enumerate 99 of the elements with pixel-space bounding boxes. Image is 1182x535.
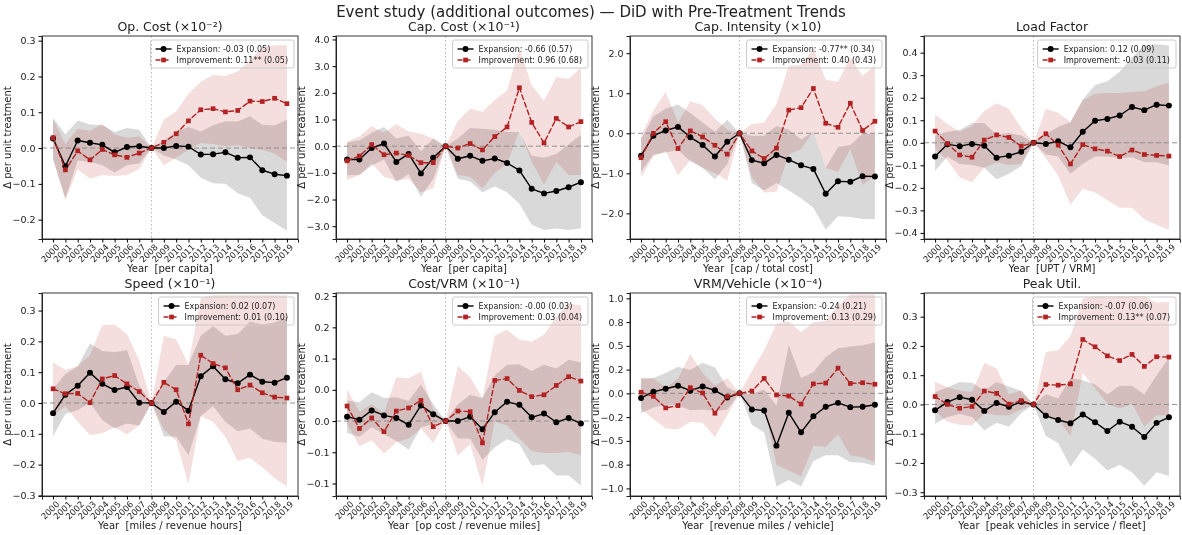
y-axis-title: Δ per unit treatment bbox=[296, 343, 307, 446]
y-tick-label: 0.2 bbox=[608, 364, 624, 376]
x-axis-title: Year [op cost / revenue miles] bbox=[386, 520, 541, 531]
y-tick-label: −0.8 bbox=[600, 459, 624, 471]
y-tick-label: 0.3 bbox=[20, 305, 36, 317]
chart-title: Op. Cost (×10⁻²) bbox=[117, 19, 223, 34]
y-tick-label: −0.3 bbox=[894, 486, 918, 498]
y-tick-label: 0.0 bbox=[608, 387, 624, 399]
y-tick-label: −0.2 bbox=[894, 457, 918, 469]
y-tick-label: −2.0 bbox=[306, 194, 330, 206]
y-tick-label: −0.1 bbox=[12, 178, 36, 190]
x-axis-title: Year [UPT / VRM] bbox=[1007, 263, 1096, 274]
y-tick-label: 0.3 bbox=[902, 311, 918, 323]
legend-label: Expansion: -0.07 (0.06) bbox=[1058, 301, 1153, 311]
legend-label: Improvement: 0.11** (0.05) bbox=[176, 55, 288, 65]
legend-label: Improvement: 0.13** (0.07) bbox=[1058, 312, 1170, 322]
y-tick-label: −0.2 bbox=[600, 411, 624, 423]
y-tick-label: 0.5 bbox=[608, 340, 624, 352]
y-axis-title: Δ per unit treatment bbox=[2, 343, 13, 446]
legend-label: Improvement: -0.03 (0.11) bbox=[1063, 55, 1170, 65]
y-tick-label: −1.0 bbox=[600, 167, 624, 179]
legend-label: Expansion: -0.77** (0.34) bbox=[772, 44, 875, 54]
y-axis-title: Δ per unit treatment bbox=[590, 343, 601, 446]
legend-label: Expansion: 0.12 (0.09) bbox=[1063, 44, 1155, 54]
y-axis-title: Δ per unit treatment bbox=[590, 86, 601, 189]
legend-label: Expansion: 0.02 (0.07) bbox=[184, 301, 276, 311]
legend-label: Expansion: -0.03 (0.05) bbox=[176, 44, 271, 54]
y-tick-label: −0.1 bbox=[894, 159, 918, 171]
legend-label: Improvement: 0.13 (0.29) bbox=[772, 312, 876, 322]
y-tick-label: −0.3 bbox=[894, 204, 918, 216]
y-tick-label: 0.2 bbox=[902, 92, 918, 104]
y-tick-label: −2.0 bbox=[600, 207, 624, 219]
y-tick-label: 0.3 bbox=[902, 69, 918, 81]
chart-title: Cap. Intensity (×10) bbox=[694, 19, 822, 34]
y-axis-title: Δ per unit treatment bbox=[884, 343, 895, 446]
y-tick-label: 2.0 bbox=[608, 47, 624, 59]
y-tick-label: 0.1 bbox=[20, 366, 36, 378]
y-tick-label: 3.0 bbox=[314, 60, 330, 72]
y-tick-label: 0.0 bbox=[902, 137, 918, 149]
y-tick-label: 0.2 bbox=[20, 71, 36, 82]
y-tick-label: −1.0 bbox=[306, 167, 330, 179]
y-tick-label: 4.0 bbox=[314, 34, 330, 46]
y-tick-label: 0.0 bbox=[608, 127, 624, 139]
y-tick-label: 1.0 bbox=[608, 292, 624, 304]
y-tick-label: −0.1 bbox=[306, 446, 330, 458]
y-tick-label: 0.0 bbox=[314, 140, 330, 152]
y-tick-label: −0.1 bbox=[894, 428, 918, 440]
y-tick-label: 0.1 bbox=[20, 106, 36, 118]
y-tick-label: 0.2 bbox=[314, 290, 330, 302]
y-tick-label: 0.2 bbox=[20, 335, 36, 347]
y-tick-label: 0.1 bbox=[314, 353, 330, 365]
y-tick-label: 0.1 bbox=[902, 114, 918, 126]
x-axis-title: Year [per capita] bbox=[126, 263, 214, 274]
legend-label: Improvement: 0.96 (0.68) bbox=[478, 55, 582, 65]
legend-label: Expansion: -0.00 (0.03) bbox=[478, 301, 573, 311]
y-tick-label: 0.4 bbox=[902, 47, 918, 59]
legend-label: Improvement: 0.01 (0.10) bbox=[184, 312, 288, 322]
y-tick-label: −0.5 bbox=[600, 435, 624, 447]
y-tick-label: −0.2 bbox=[894, 182, 918, 194]
x-axis-title: Year [miles / revenue hours] bbox=[97, 520, 243, 531]
x-axis-title: Year [per capita] bbox=[420, 263, 508, 274]
x-axis-title: Year [revenue miles / vehicle] bbox=[681, 520, 834, 531]
y-tick-label: 0.8 bbox=[608, 316, 624, 328]
legend-label: Improvement: 0.03 (0.04) bbox=[478, 312, 582, 322]
chart-title: VRM/Vehicle (×10⁻⁴) bbox=[693, 276, 823, 291]
y-tick-label: 0.3 bbox=[20, 35, 36, 47]
y-tick-label: 0.0 bbox=[20, 142, 36, 154]
chart-title: Cap. Cost (×10⁻¹) bbox=[408, 19, 520, 34]
y-tick-label: 0.1 bbox=[902, 369, 918, 381]
y-tick-label: 1.0 bbox=[314, 114, 330, 126]
y-tick-label: 0.0 bbox=[902, 398, 918, 410]
y-tick-label: −1.0 bbox=[600, 482, 624, 494]
y-axis-title: Δ per unit treatment bbox=[2, 86, 13, 189]
y-axis-title: Δ per unit treatment bbox=[296, 86, 307, 189]
y-tick-label: 0.2 bbox=[902, 340, 918, 352]
x-axis-title: Year [peak vehicles in service / fleet] bbox=[957, 520, 1146, 531]
y-tick-label: −0.2 bbox=[12, 459, 36, 471]
y-tick-label: 0.0 bbox=[20, 397, 36, 409]
y-tick-label: −0.4 bbox=[894, 227, 918, 239]
chart-title: Cost/VRM (×10⁻¹) bbox=[408, 276, 520, 291]
y-tick-label: 0.2 bbox=[314, 321, 330, 333]
y-tick-label: 2.0 bbox=[314, 87, 330, 99]
x-axis-title: Year [cap / total cost] bbox=[702, 263, 814, 274]
chart-title: Speed (×10⁻¹) bbox=[124, 276, 216, 291]
legend-label: Expansion: -0.66 (0.57) bbox=[478, 44, 573, 54]
legend-label: Expansion: -0.24 (0.21) bbox=[772, 301, 867, 311]
text: Event study (additional outcomes) — DiD with Pre-Treatment Trends bbox=[336, 3, 847, 21]
legend-label: Improvement: 0.40 (0.43) bbox=[772, 55, 876, 65]
y-tick-label: −3.0 bbox=[306, 220, 330, 232]
y-axis-title: Δ per unit treatment bbox=[884, 86, 895, 189]
y-tick-label: −0.2 bbox=[12, 214, 36, 226]
y-tick-label: 1.0 bbox=[608, 87, 624, 99]
y-tick-label: −0.3 bbox=[12, 489, 36, 501]
chart-title: Load Factor bbox=[1015, 19, 1089, 34]
y-tick-label: 0.0 bbox=[314, 384, 330, 396]
y-tick-label: 0.0 bbox=[314, 415, 330, 427]
y-tick-label: −0.1 bbox=[12, 428, 36, 440]
chart-title: Peak Util. bbox=[1022, 276, 1082, 291]
y-tick-label: −0.1 bbox=[306, 478, 330, 490]
